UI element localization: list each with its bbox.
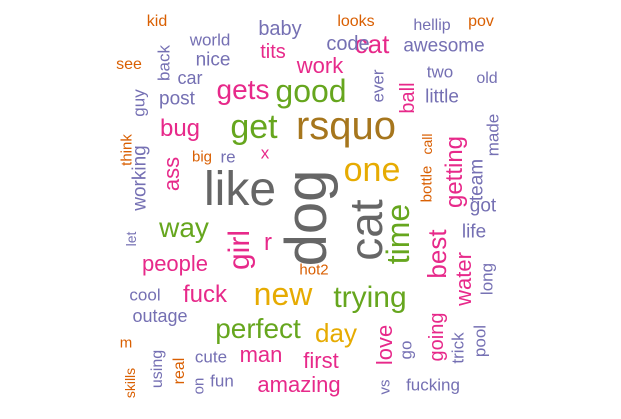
word-two: two [426,62,454,82]
word-rsquo: rsquo [295,104,397,148]
word-made: made [483,113,503,157]
word-pov: pov [468,13,494,30]
word-going: going [426,312,448,362]
word-code: code [326,33,370,55]
word-think: think [118,134,136,166]
word-re: re [220,147,236,167]
word-ball: ball [397,82,419,114]
word-bottle: bottle [418,165,436,203]
word-first: first [303,348,339,373]
word-old: old [476,70,498,87]
word-cute: cute [194,347,228,367]
word-fucking: fucking [406,375,460,395]
word-outage: outage [132,306,188,326]
word-r: r [264,229,272,256]
word-ass: ass [159,156,184,192]
word-hot2: hot2 [299,261,329,279]
word-little: little [425,86,459,108]
word-fun: fun [210,371,234,391]
word-trick: trick [448,332,468,364]
word-love: love [372,324,397,366]
word-see: see [116,56,142,73]
word-nice: nice [195,49,231,71]
word-trying: trying [333,281,407,314]
word-get: get [230,108,278,146]
word-post: post [159,88,195,110]
word-bug: bug [159,115,201,142]
word-life: life [461,221,487,243]
word-go: go [396,340,416,360]
word-tits: tits [260,41,286,63]
word-pool: pool [470,324,490,358]
word-got: got [469,195,497,217]
word-guy: guy [129,89,149,117]
word-man: man [239,342,283,367]
word-fuck: fuck [182,281,228,308]
word-using: using [149,349,166,389]
word-awesome: awesome [403,35,485,57]
word-like: like [203,163,277,216]
word-kid: kid [146,13,168,30]
word-baby: baby [258,18,302,40]
word-let: let [123,231,139,247]
word-call: call [419,133,435,155]
word-good: good [275,73,347,109]
word-time: time [380,203,416,265]
word-x: x [260,143,270,163]
word-big: big [191,148,213,166]
word-m: m [119,334,133,352]
word-vs: vs [376,379,394,395]
word-on: on [190,377,208,395]
word-work: work [296,53,344,78]
word-getting: getting [441,135,468,209]
word-way: way [159,212,209,243]
word-water: water [451,252,476,306]
word-real: real [171,357,188,385]
word-one: one [343,151,401,189]
word-skills: skills [122,367,138,399]
word-perfect: perfect [215,313,301,344]
word-long: long [477,262,497,296]
word-new: new [253,276,313,312]
word-looks: looks [337,13,375,30]
word-amazing: amazing [257,372,341,397]
word-day: day [315,318,357,348]
word-cool: cool [129,285,161,305]
word-girl: girl [223,229,256,271]
word-ever: ever [368,69,388,103]
word-best: best [422,229,452,279]
word-back: back [154,45,174,81]
word-cat-small: cat [354,29,390,59]
word-car: car [177,68,203,88]
word-hellip: hellip [413,17,451,34]
word-dog: dog [274,169,339,267]
word-people: people [141,251,209,276]
word-gets: gets [216,74,270,105]
word-world: world [189,30,231,50]
